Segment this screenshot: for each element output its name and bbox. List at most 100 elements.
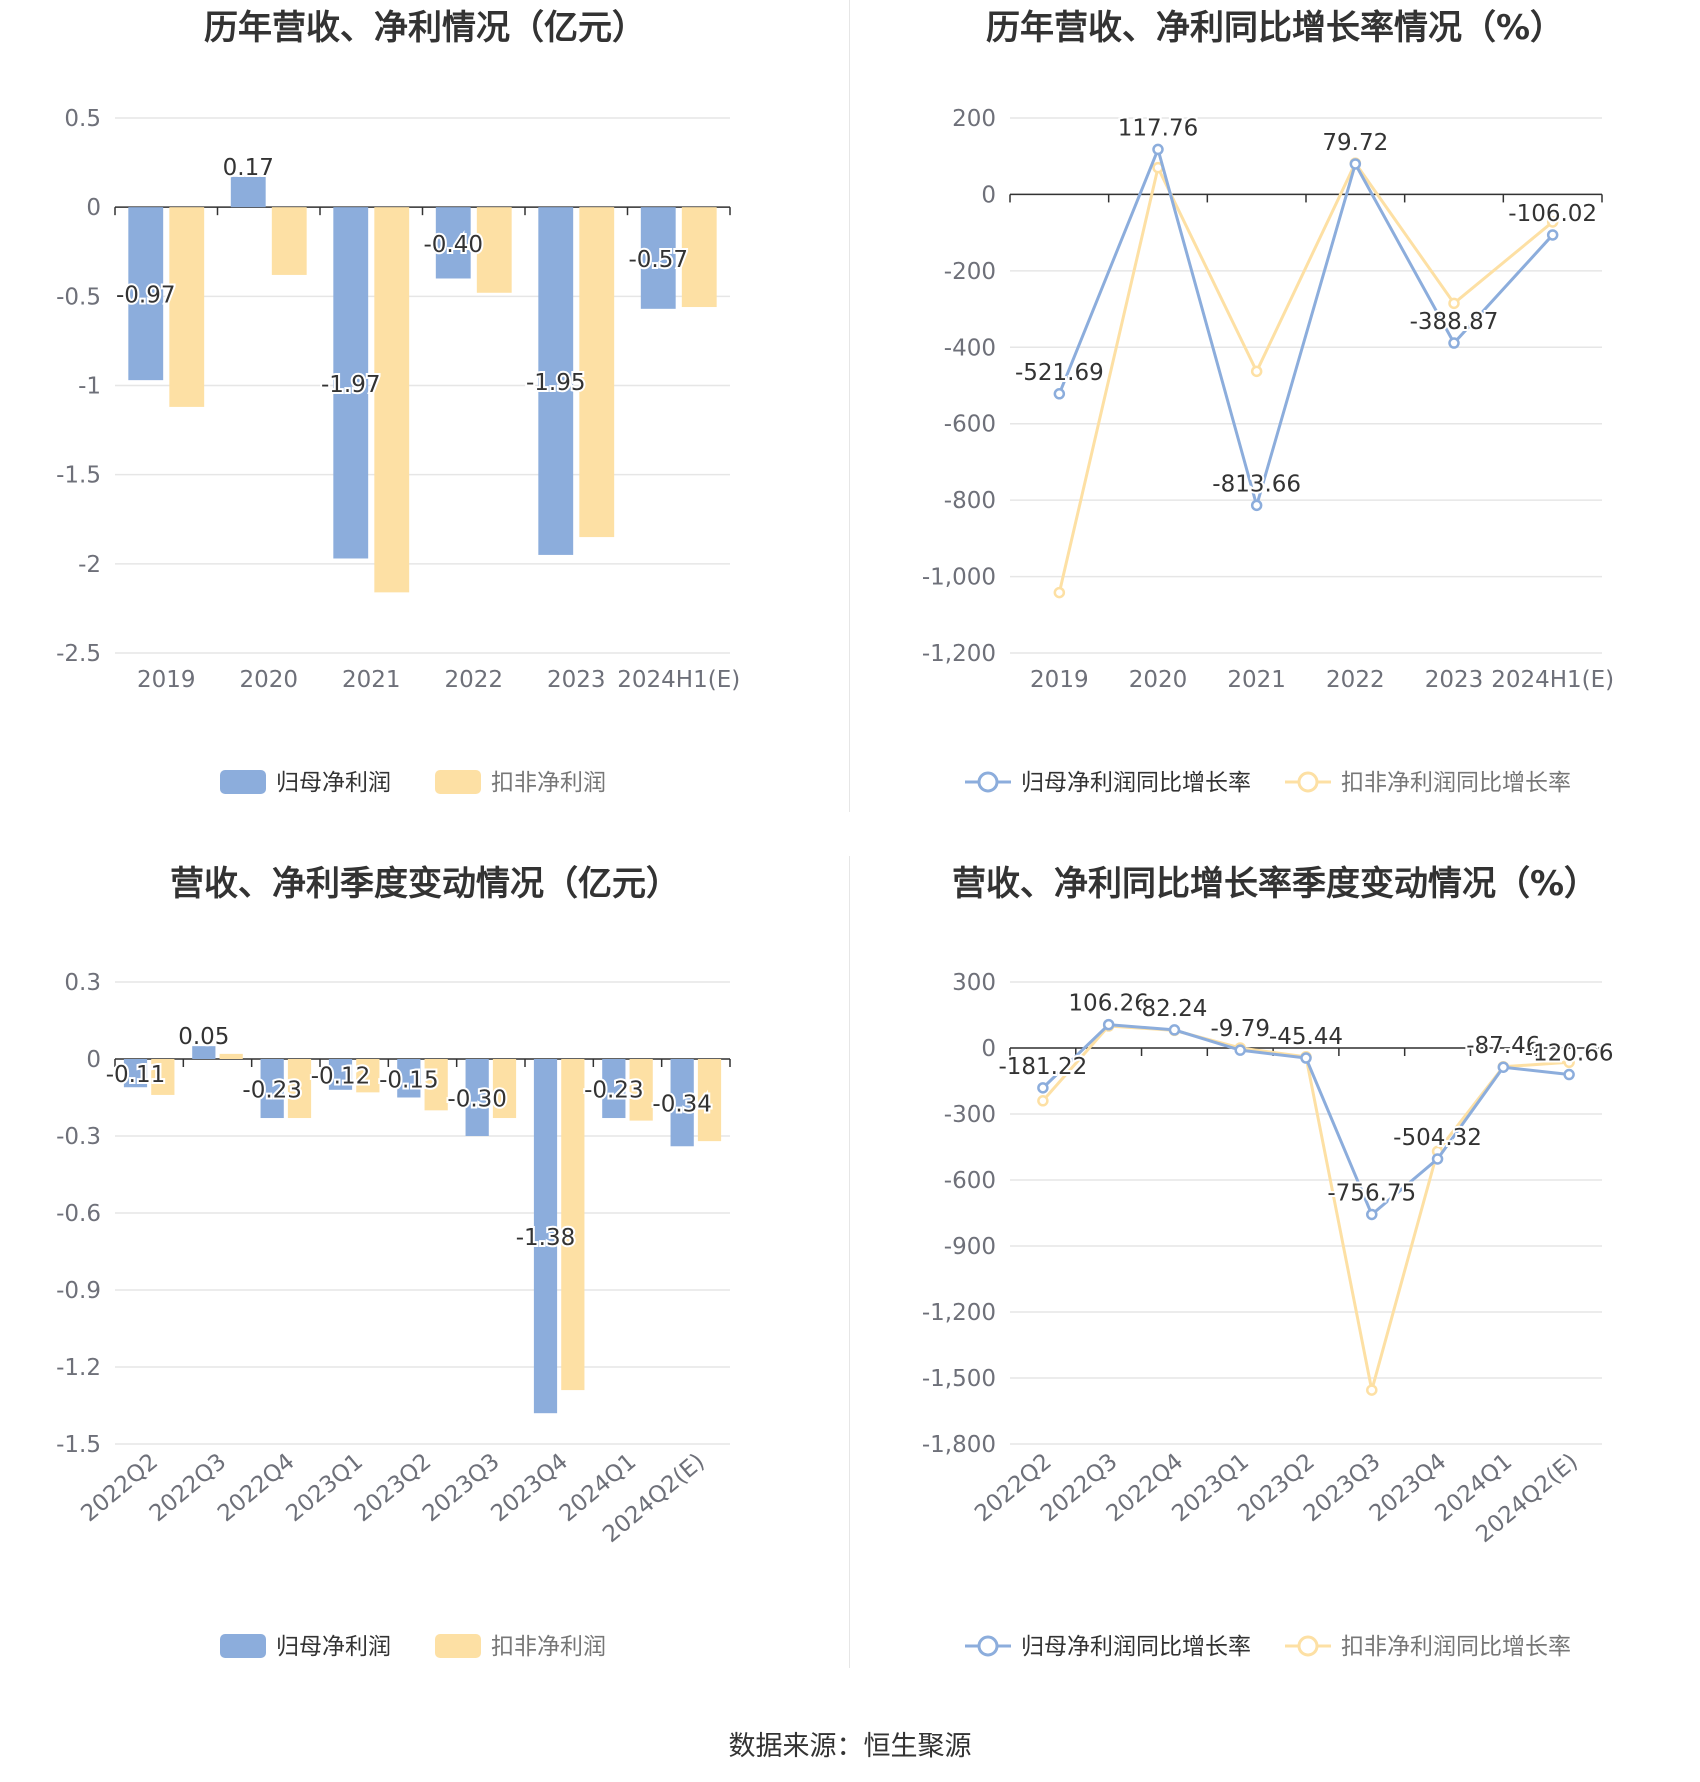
vertical-divider-bottom [849, 856, 850, 1668]
data-label: -0.15 [379, 1067, 439, 1093]
data-label: 82.24 [1142, 996, 1208, 1022]
data-label: 79.72 [1322, 130, 1388, 156]
data-source: 数据来源：恒生聚源 [728, 1731, 972, 1762]
x-tick-label: 2021 [342, 667, 401, 693]
chart-title: 营收、净利同比增长率季度变动情况（%） [951, 864, 1599, 904]
data-label: -1.97 [321, 372, 381, 398]
y-tick-label: -1.5 [56, 1432, 101, 1458]
data-point-primary [1102, 1018, 1115, 1031]
legend-label: 扣非净利润 [491, 1634, 606, 1660]
data-point-primary [1431, 1153, 1444, 1165]
bar-primary [465, 1059, 489, 1136]
y-tick-label: -1,500 [922, 1366, 996, 1392]
data-point-primary [1563, 1068, 1575, 1081]
y-tick-label: -800 [944, 488, 996, 514]
data-label: -120.66 [1525, 1041, 1614, 1067]
legend-label: 归母净利润 [276, 1634, 391, 1660]
data-label: -0.11 [106, 1062, 166, 1088]
data-label: -0.97 [116, 283, 176, 309]
legend-marker [977, 771, 999, 793]
legend-swatch [435, 770, 481, 794]
data-point-secondary [1053, 586, 1066, 599]
y-tick-label: -2.5 [56, 641, 101, 667]
x-tick-label: 2019 [1030, 667, 1089, 693]
series-line-primary [1057, 144, 1554, 511]
legend-label: 归母净利润同比增长率 [1021, 1634, 1251, 1660]
y-tick-label: -400 [944, 335, 996, 361]
legend-label: 扣非净利润 [491, 770, 606, 796]
y-tick-label: -0.6 [56, 1201, 101, 1227]
data-point-primary [1152, 143, 1164, 156]
vertical-divider-top [849, 0, 850, 812]
bar-secondary [492, 1059, 517, 1119]
y-tick-label: -0.9 [56, 1278, 101, 1304]
data-point-secondary [1563, 1056, 1575, 1069]
bar-primary [670, 1059, 694, 1147]
bar-secondary [697, 1059, 722, 1142]
x-tick-label: 2024H1(E) [617, 667, 740, 693]
bar-primary [260, 1059, 284, 1119]
bar-primary [128, 207, 164, 381]
y-tick-label: -600 [944, 412, 996, 438]
data-point-secondary [1250, 365, 1263, 378]
chart-annual-profit: 历年营收、净利情况（亿元） 0.5 0 -0.5 -1 -1.5 -2 -2.5 2019 20… [0, 0, 850, 860]
y-tick-label: -300 [944, 1102, 996, 1128]
data-label: 106.26 [1068, 991, 1148, 1017]
data-point-primary [1349, 158, 1362, 170]
data-point-primary [1300, 1052, 1312, 1064]
x-tick-label: 2023 [1425, 667, 1484, 693]
data-label: -388.87 [1410, 309, 1499, 335]
y-tick-label: 0 [981, 182, 996, 208]
bar-primary [397, 1059, 421, 1098]
x-tick-label: 2020 [1129, 667, 1188, 693]
bar-secondary [374, 207, 410, 593]
bar-secondary [561, 1059, 585, 1391]
y-tick-label: -1 [78, 374, 101, 400]
data-label: -9.79 [1210, 1016, 1270, 1042]
data-point-primary [1053, 388, 1066, 400]
y-tick-label: -1,800 [922, 1432, 996, 1458]
data-label: 117.76 [1118, 115, 1198, 141]
bar-primary [333, 207, 369, 559]
bar-primary [230, 176, 266, 208]
data-label: -813.66 [1212, 471, 1301, 497]
y-tick-label: 0 [86, 1047, 101, 1073]
chart-quarterly-profit-svg: 0.3 0 -0.3 -0.6 -0.9 -1.2 -1.52022Q22022Q32022… [56, 970, 731, 1660]
data-label: -106.02 [1508, 201, 1597, 227]
data-label: -0.57 [628, 247, 688, 273]
bar-secondary [219, 1053, 243, 1059]
data-point-primary [1037, 1082, 1049, 1094]
data-label: -0.23 [242, 1078, 302, 1104]
legend-swatch [220, 770, 266, 794]
data-label: -504.32 [1393, 1125, 1482, 1151]
bar-primary [640, 207, 676, 309]
legend-swatch [220, 1634, 266, 1658]
chart-annual-profit-svg: 0.5 0 -0.5 -1 -1.5 -2 -2.5 2019 2020 2021 2022 2023… [56, 106, 740, 796]
y-tick-label: 300 [952, 970, 996, 996]
data-point-primary [1546, 229, 1559, 241]
series-line-secondary [1057, 160, 1554, 593]
chart-title: 历年营收、净利情况（亿元） [204, 8, 646, 48]
data-label: -0.30 [447, 1087, 507, 1113]
y-tick-label: -600 [944, 1168, 996, 1194]
legend-marker [977, 1635, 999, 1657]
bar-secondary [424, 1059, 448, 1111]
series-line-secondary [1041, 1024, 1570, 1391]
x-tick-label: 2021 [1227, 667, 1286, 693]
bar-secondary [579, 207, 615, 538]
data-label: -45.44 [1269, 1024, 1343, 1050]
data-label: -1.38 [516, 1225, 576, 1251]
y-tick-label: -1,000 [922, 565, 996, 591]
bar-primary [538, 207, 574, 555]
data-point-primary [1497, 1061, 1510, 1073]
legend-label: 扣非净利润同比增长率 [1341, 770, 1571, 796]
y-tick-label: -1.2 [56, 1355, 101, 1381]
legend-label: 归母净利润同比增长率 [1021, 770, 1251, 796]
x-tick-label: 2020 [239, 667, 298, 693]
y-tick-label: -0.3 [56, 1124, 101, 1150]
bar-secondary [287, 1059, 312, 1119]
data-label: -0.23 [584, 1078, 644, 1104]
x-tick-label: 2022 [1326, 667, 1385, 693]
x-tick-label: 2024H1(E) [1491, 667, 1614, 693]
bar-primary [192, 1046, 216, 1059]
